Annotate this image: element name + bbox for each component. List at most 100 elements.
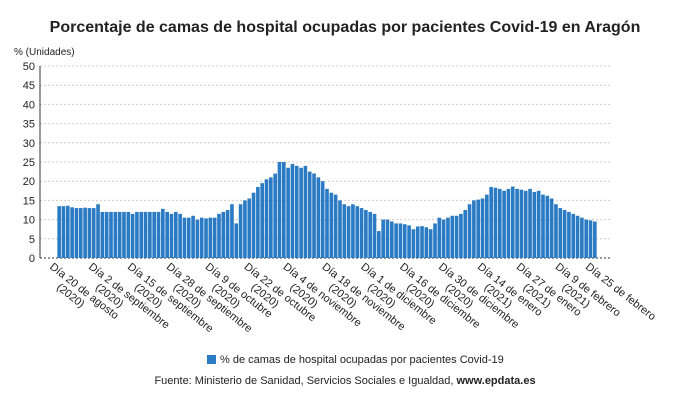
bar (571, 213, 576, 258)
bar (567, 211, 571, 258)
bar (459, 213, 463, 258)
bar (238, 204, 243, 258)
bar (489, 186, 493, 258)
bar (208, 217, 213, 258)
bar (346, 206, 351, 258)
bar (506, 188, 511, 258)
bar (433, 223, 437, 258)
bar (303, 165, 308, 258)
bar (156, 211, 161, 258)
bar (74, 208, 79, 258)
bar (523, 190, 528, 258)
legend-swatch (207, 355, 216, 364)
bar (87, 208, 92, 258)
bar (83, 207, 87, 258)
legend-label: % de camas de hospital ocupadas por paci… (220, 354, 504, 366)
bar (312, 173, 316, 258)
bar (182, 217, 187, 258)
bar (96, 204, 100, 258)
bar (148, 211, 152, 258)
bar (415, 226, 420, 258)
bar (281, 162, 286, 258)
bar (377, 231, 381, 258)
bar (178, 213, 182, 258)
bar (78, 208, 83, 258)
bar (549, 198, 554, 258)
source-text: Fuente: Ministerio de Sanidad, Servicios… (154, 375, 456, 387)
bar (562, 210, 567, 258)
bar (199, 217, 204, 258)
bar (109, 211, 113, 258)
bar (424, 227, 429, 258)
y-axis-label: % (Unidades) (14, 47, 75, 58)
bar (497, 188, 502, 258)
bar (385, 219, 390, 258)
bar (307, 171, 312, 258)
bar (519, 189, 524, 258)
y-tick-label: 10 (23, 215, 35, 227)
bar (389, 221, 394, 258)
bar (381, 219, 385, 258)
bar (195, 219, 200, 258)
bar (398, 223, 403, 258)
bar (536, 190, 541, 258)
bar (65, 205, 70, 258)
y-tick-label: 50 (23, 61, 35, 73)
bar (173, 211, 178, 258)
bar (329, 192, 334, 258)
source: Fuente: Ministerio de Sanidad, Servicios… (154, 375, 535, 387)
bar (450, 215, 455, 258)
bar (532, 191, 537, 258)
y-tick-label: 0 (29, 253, 35, 265)
legend: % de camas de hospital ocupadas por paci… (207, 354, 504, 366)
bar (593, 221, 597, 258)
bar (558, 208, 563, 258)
bar (113, 211, 118, 258)
bar (130, 213, 135, 258)
bar (515, 188, 519, 258)
y-tick-label: 5 (29, 234, 35, 246)
bar (342, 204, 347, 258)
bar (485, 194, 489, 258)
bar (290, 163, 295, 258)
bar (247, 198, 252, 258)
bar (91, 208, 96, 258)
bar (117, 211, 122, 258)
y-tick-label: 45 (23, 80, 35, 92)
bar (545, 195, 550, 258)
bar (251, 192, 256, 258)
bar (264, 179, 269, 258)
bar (316, 177, 321, 258)
bar (161, 208, 165, 258)
bar (221, 211, 226, 258)
bar (441, 219, 446, 258)
bar (243, 200, 247, 258)
bar (588, 220, 593, 258)
bar (186, 217, 191, 258)
bar (355, 206, 360, 258)
bar (463, 210, 468, 258)
bar (584, 219, 589, 258)
y-tick-label: 20 (23, 176, 35, 188)
bar (428, 229, 433, 258)
bar (269, 177, 273, 258)
bar (126, 211, 131, 258)
y-tick-label: 15 (23, 195, 35, 207)
bar (333, 194, 338, 258)
bar (580, 217, 584, 258)
bar (493, 187, 498, 258)
bar (169, 213, 174, 258)
bar (165, 211, 169, 258)
bar (256, 186, 260, 258)
bar (364, 210, 368, 258)
bar (510, 186, 515, 258)
bar (411, 229, 416, 258)
bar (480, 198, 485, 258)
bar (502, 190, 506, 258)
bar (437, 217, 442, 258)
bar (204, 218, 208, 258)
y-tick-label: 25 (23, 157, 35, 169)
bar (472, 200, 476, 258)
